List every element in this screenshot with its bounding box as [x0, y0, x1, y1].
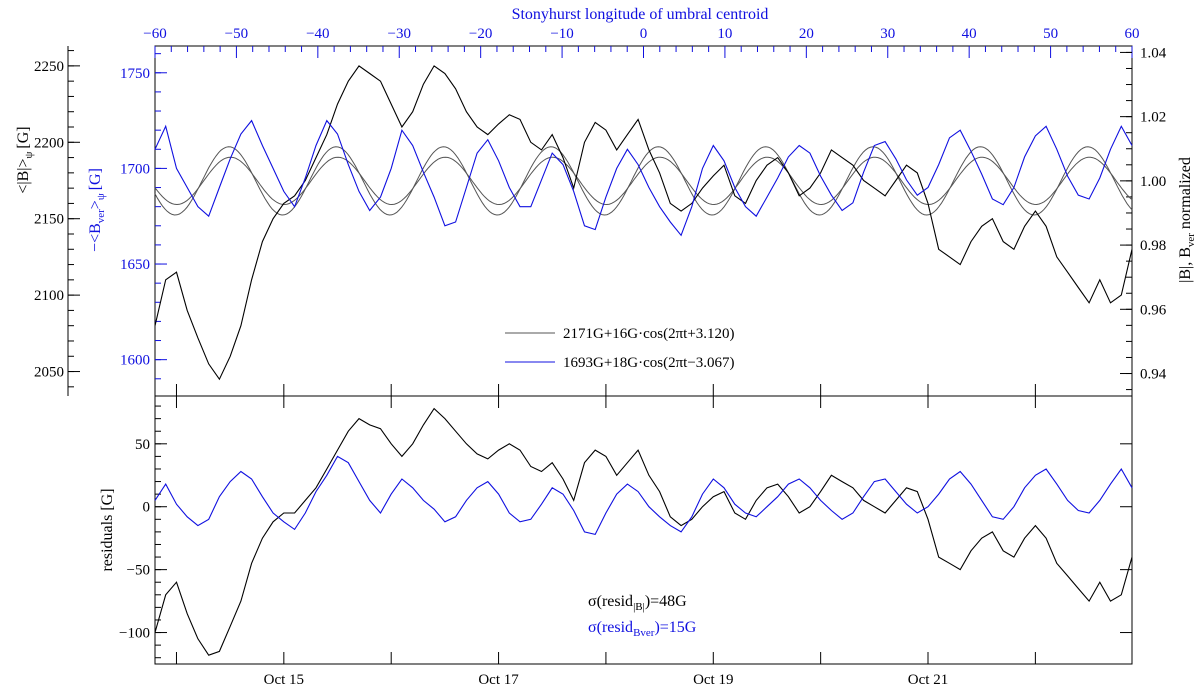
- residuals-axis-tick-label: 0: [143, 500, 151, 516]
- top-axis-tick-label: 30: [880, 26, 895, 42]
- top-axis-tick-label: −10: [550, 26, 573, 42]
- right-axis-tick-label: 1.04: [1140, 45, 1167, 61]
- bottom-axis-tick-label: Oct 17: [478, 672, 519, 686]
- left-outer-axis-tick-label: 2050: [34, 365, 64, 381]
- right-axis-tick-label: 0.94: [1140, 367, 1167, 383]
- bottom-x-axis: Oct 15 Oct 17 Oct 19 Oct 21: [175, 384, 1036, 686]
- bottom-panel-lines: [154, 407, 1133, 656]
- residuals-y-axis: −100 −50 0 50: [119, 405, 1132, 659]
- top-axis-tick-label: 40: [962, 26, 977, 42]
- top-axis-tick-label: 50: [1043, 26, 1058, 42]
- series-line-vertical-field: [154, 119, 1133, 237]
- series-line-total-field: [154, 65, 1133, 381]
- top-axis-ticks: −60 −50 −40 −30 −20 −10 0 10 20 30 40 50 60: [143, 26, 1140, 58]
- left-inner-axis-tick-label: 1650: [120, 257, 150, 273]
- legend-label-blue: 1693G+18G·cos(2πt−3.067): [563, 355, 735, 371]
- residuals-axis-tick-label: 50: [135, 437, 150, 453]
- left-inner-axis-tick-label: 1700: [120, 161, 150, 177]
- fit-curve-2: [154, 146, 1133, 216]
- bottom-axis-tick-label: Oct 15: [264, 672, 304, 686]
- residual-line-total-field: [154, 407, 1133, 656]
- sigma-annotation-black: σ(resid|B|)=48G: [588, 593, 687, 613]
- right-axis-tick-label: 1.02: [1140, 110, 1166, 126]
- left-outer-axis-tick-label: 2100: [34, 288, 64, 304]
- left-outer-axis-tick-label: 2250: [34, 59, 64, 75]
- fit-curve-1: [154, 156, 1133, 206]
- left-inner-axis-tick-label: 1600: [120, 353, 150, 369]
- top-axis-title: Stonyhurst longitude of umbral centroid: [512, 6, 769, 23]
- top-axis-tick-label: 20: [799, 26, 814, 42]
- top-axis-tick-label: 60: [1125, 26, 1140, 42]
- residual-line-vertical-field: [154, 455, 1133, 536]
- residuals-axis-tick-label: −100: [119, 626, 150, 642]
- right-axis-tick-label: 1.00: [1140, 174, 1166, 190]
- bottom-panel-frame: [154, 395, 1133, 665]
- top-panel-lines: [154, 65, 1133, 381]
- left-outer-axis: 2050 2100 2150 2200 2250: [34, 46, 80, 396]
- left-outer-axis-title: <|B|>ψ[G]: [15, 126, 35, 193]
- top-axis-tick-label: 0: [640, 26, 648, 42]
- top-axis-tick-label: −20: [469, 26, 492, 42]
- residuals-axis-title: residuals [G]: [99, 488, 116, 571]
- right-axis: 0.94 0.96 0.98 1.00 1.02 1.04: [1120, 45, 1167, 391]
- left-outer-axis-tick-label: 2150: [34, 212, 64, 228]
- top-axis-tick-label: 10: [717, 26, 732, 42]
- legend-label-black: 2171G+16G·cos(2πt+3.120): [563, 326, 735, 342]
- right-axis-title: |B|, Bver normalized: [1177, 157, 1197, 283]
- top-axis-tick-label: −60: [143, 26, 166, 42]
- residuals-axis-tick-label: −50: [127, 563, 150, 579]
- top-axis-tick-label: −40: [306, 26, 329, 42]
- left-outer-axis-tick-label: 2200: [34, 135, 64, 151]
- bottom-axis-tick-label: Oct 21: [908, 672, 948, 686]
- sigma-annotation-blue: σ(residBver)=15G: [588, 619, 697, 639]
- left-inner-axis: 1600 1650 1700 1750: [120, 53, 167, 380]
- bottom-axis-tick-label: Oct 19: [693, 672, 733, 686]
- right-axis-tick-label: 0.96: [1140, 302, 1167, 318]
- left-inner-axis-tick-label: 1750: [120, 66, 150, 82]
- legend: 2171G+16G·cos(2πt+3.120) 1693G+18G·cos(2…: [505, 326, 735, 371]
- top-axis-tick-label: −30: [388, 26, 411, 42]
- left-inner-axis-title: −<Bver>ψ[G]: [87, 168, 107, 252]
- top-axis-tick-label: −50: [225, 26, 248, 42]
- right-axis-tick-label: 0.98: [1140, 238, 1166, 254]
